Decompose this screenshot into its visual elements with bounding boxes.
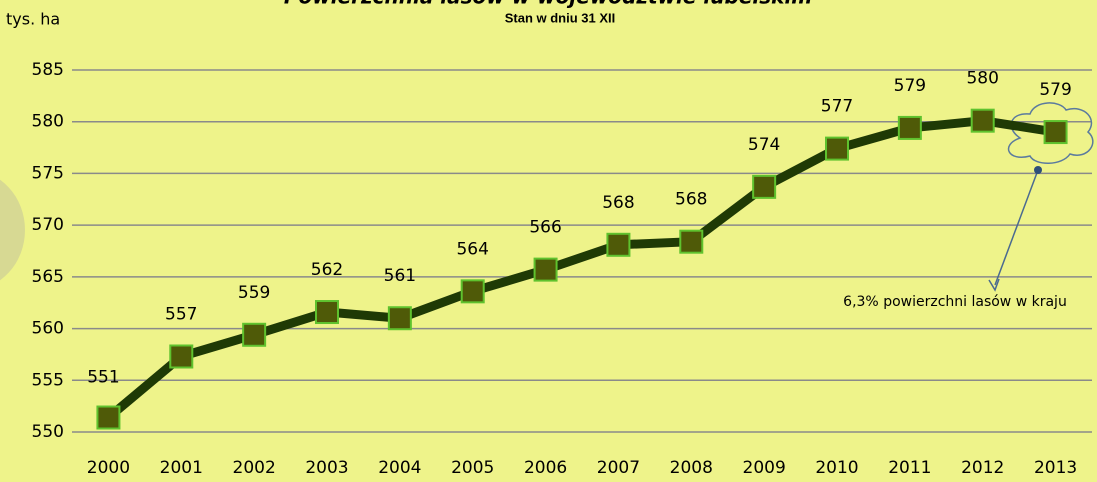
data-label: 562 [311,260,343,280]
marker [315,300,339,325]
chart-title: Powierzchnia lasów w województwie lubels… [284,0,812,9]
marker [752,174,777,199]
x-tick-label: 2001 [160,458,203,478]
decoration [0,179,25,281]
marker [460,279,485,304]
y-tick-label: 565 [32,267,64,287]
marker [242,322,267,347]
x-tick-label: 2002 [233,458,276,478]
data-label: 568 [602,193,634,213]
marker [970,108,995,133]
y-tick-label: 570 [32,215,64,235]
data-label: 579 [1039,80,1071,100]
x-tick-label: 2000 [87,458,130,478]
x-tick-label: 2010 [815,458,858,478]
x-tick-label: 2013 [1034,458,1077,478]
data-label: 577 [821,97,853,117]
callout-arrow [994,169,1039,286]
marker [533,257,558,282]
y-tick-label: 575 [32,163,64,183]
callout-dot [1034,166,1042,174]
data-label: 561 [384,266,416,286]
x-tick-label: 2005 [451,458,494,478]
marker [96,405,121,430]
data-label: 574 [748,135,780,155]
x-tick-label: 2006 [524,458,567,478]
y-tick-label: 560 [32,319,64,339]
y-axis-label: tys. ha [6,10,60,29]
data-label: 580 [966,69,998,89]
y-tick-label: 585 [32,60,64,80]
arrow-head [988,278,1000,292]
marker [169,344,194,369]
x-tick-label: 2004 [378,458,421,478]
cloud-callout [1007,102,1094,164]
x-tick-label: 2007 [597,458,640,478]
marker [387,306,412,331]
data-label: 579 [894,76,926,96]
y-tick-label: 550 [32,422,64,442]
x-tick-label: 2011 [888,458,931,478]
annotation: 6,3% powierzchni lasów w kraju [843,294,1067,310]
x-tick-label: 2009 [743,458,786,478]
data-label: 551 [87,368,119,388]
x-tick-label: 2003 [305,458,348,478]
marker [897,115,922,140]
line [105,116,1057,421]
grid [72,69,1092,433]
x-tick-label: 2008 [670,458,713,478]
data-label: 566 [529,218,561,238]
y-tick-label: 555 [32,370,64,390]
x-tick-label: 2012 [961,458,1004,478]
data-label: 568 [675,190,707,210]
data-label: 557 [165,304,197,324]
data-label: 564 [456,239,488,259]
marker [606,232,631,257]
marker [679,229,704,254]
data-label: 559 [238,283,270,303]
y-tick-label: 580 [32,112,64,132]
marker [1043,120,1068,145]
chart-subtitle: Stan w dniu 31 XII [505,10,616,25]
marker [825,136,849,161]
